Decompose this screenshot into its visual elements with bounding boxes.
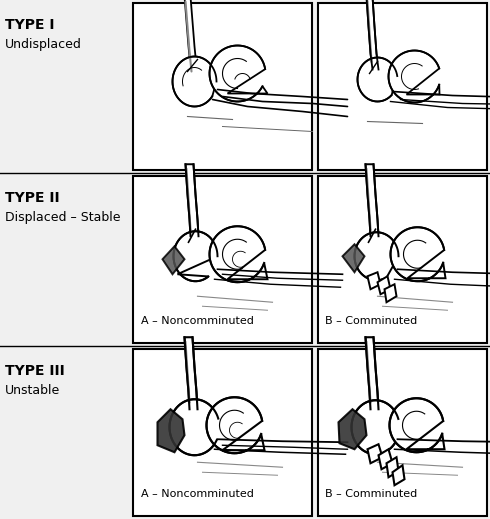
- Polygon shape: [163, 246, 185, 274]
- Polygon shape: [157, 409, 185, 452]
- Bar: [133, 349, 312, 516]
- Text: B – Comminuted: B – Comminuted: [325, 316, 417, 326]
- Bar: [318, 176, 487, 343]
- Text: Displaced – Stable: Displaced – Stable: [5, 211, 121, 224]
- Polygon shape: [366, 337, 378, 409]
- Text: TYPE III: TYPE III: [5, 364, 65, 378]
- Text: A – Noncomminuted: A – Noncomminuted: [141, 489, 254, 499]
- Bar: [318, 3, 487, 170]
- Polygon shape: [210, 226, 268, 282]
- Polygon shape: [351, 400, 398, 454]
- Text: TYPE I: TYPE I: [5, 18, 54, 32]
- Text: Undisplaced: Undisplaced: [5, 38, 82, 51]
- Polygon shape: [206, 397, 265, 453]
- Polygon shape: [367, 0, 378, 70]
- Polygon shape: [392, 465, 405, 485]
- Polygon shape: [185, 0, 200, 76]
- Polygon shape: [210, 46, 268, 102]
- Polygon shape: [389, 50, 440, 102]
- Bar: [133, 176, 312, 343]
- Polygon shape: [391, 227, 445, 281]
- Polygon shape: [185, 337, 197, 409]
- Polygon shape: [339, 409, 367, 449]
- Polygon shape: [390, 398, 444, 452]
- Polygon shape: [358, 58, 397, 102]
- Polygon shape: [343, 244, 365, 272]
- Polygon shape: [377, 276, 391, 294]
- Polygon shape: [354, 233, 398, 280]
- Polygon shape: [173, 231, 218, 281]
- Polygon shape: [368, 444, 383, 463]
- Bar: [133, 3, 312, 170]
- Polygon shape: [387, 457, 398, 477]
- Text: TYPE II: TYPE II: [5, 191, 60, 205]
- Polygon shape: [186, 164, 198, 236]
- Polygon shape: [385, 284, 396, 302]
- Polygon shape: [368, 272, 381, 289]
- Text: B – Comminuted: B – Comminuted: [325, 489, 417, 499]
- Polygon shape: [378, 449, 392, 469]
- Text: Unstable: Unstable: [5, 384, 60, 397]
- Bar: [318, 349, 487, 516]
- Text: A – Noncomminuted: A – Noncomminuted: [141, 316, 254, 326]
- Polygon shape: [366, 164, 378, 236]
- Polygon shape: [172, 57, 217, 106]
- Polygon shape: [170, 399, 218, 455]
